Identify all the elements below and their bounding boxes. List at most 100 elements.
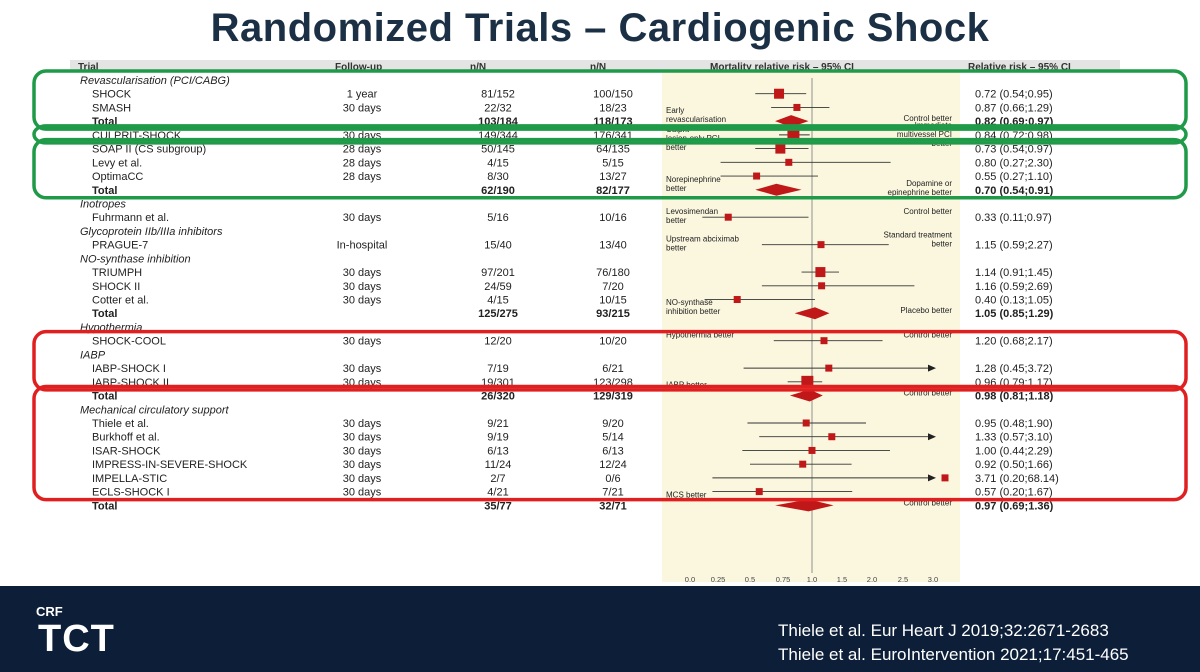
followup: 30 days — [343, 363, 382, 375]
rr-ci-text: 0.87 (0.66;1.29) — [975, 102, 1053, 114]
rr-ci-text: 1.16 (0.59;2.69) — [975, 281, 1053, 293]
rr-ci-text: 0.80 (0.27;2.30) — [975, 157, 1053, 169]
trial-name: Fuhrmann et al. — [92, 212, 169, 224]
n-treatment: 24/59 — [484, 281, 512, 293]
point-estimate — [802, 419, 810, 427]
total-diamond — [775, 499, 834, 512]
x-tick-label: 0.5 — [745, 575, 755, 584]
highlight-box-red — [32, 384, 1188, 502]
column-header: Relative risk – 95% CI — [968, 62, 1071, 73]
rr-ci-text: 0.92 (0.50;1.66) — [975, 459, 1053, 471]
n-treatment: 9/21 — [487, 418, 508, 430]
section-label: NO-synthase inhibition — [80, 253, 191, 265]
followup: 30 days — [343, 445, 382, 457]
favours-left-note: Hypothermia better — [666, 331, 734, 340]
crf-logo: CRF — [36, 604, 63, 619]
n-treatment: 4/15 — [487, 157, 508, 169]
ci-arrow — [928, 474, 936, 482]
point-estimate — [755, 488, 763, 496]
x-tick-label: 1.5 — [837, 575, 847, 584]
n-control: 10/15 — [599, 295, 627, 307]
total-diamond — [755, 183, 802, 196]
favours-right-note: Placebo better — [900, 306, 952, 315]
rr-ci-text: 1.20 (0.68;2.17) — [975, 336, 1053, 348]
favours-left-line: Norepinephrine — [666, 175, 721, 184]
n-control: 100/150 — [593, 89, 633, 101]
total-label: Total — [92, 308, 117, 320]
n-control: 93/215 — [596, 308, 630, 320]
followup: 30 days — [343, 102, 382, 114]
favours-right-note: Standard treatment better — [884, 231, 953, 249]
rr-ci-text: 0.57 (0.20;1.67) — [975, 487, 1053, 499]
n-control: 7/20 — [602, 281, 623, 293]
point-estimate — [785, 158, 793, 166]
rr-ci-text: 3.71 (0.20;68.14) — [975, 473, 1059, 485]
rr-ci-text: 1.33 (0.57;3.10) — [975, 432, 1053, 444]
rr-ci-text: 0.73 (0.54;0.97) — [975, 144, 1053, 156]
favours-left-line: NO-synthase — [666, 298, 713, 307]
favours-right-line: Dopamine or — [906, 179, 952, 188]
n-treatment: 9/19 — [487, 432, 508, 444]
favours-right-line: multivessel PCI — [897, 130, 952, 139]
total-label: Total — [92, 391, 117, 403]
followup: 1 year — [347, 89, 378, 101]
n-treatment: 12/20 — [484, 336, 512, 348]
n-control: 9/20 — [602, 418, 623, 430]
n-control: 10/16 — [599, 212, 627, 224]
followup: 30 days — [343, 459, 382, 471]
point-estimate — [818, 282, 826, 290]
n-control: 10/20 — [599, 336, 627, 348]
trial-name: SHOCK II — [92, 281, 140, 293]
rr-ci-text: 0.95 (0.48;1.90) — [975, 418, 1053, 430]
point-estimate — [808, 446, 816, 454]
point-estimate — [775, 143, 786, 154]
n-control: 129/319 — [593, 391, 633, 403]
favours-left-line: better — [666, 216, 687, 225]
trial-name: Cotter et al. — [92, 295, 149, 307]
plot-background — [662, 60, 960, 582]
favours-right-line: epinephrine better — [888, 188, 953, 197]
ci-arrow — [928, 433, 936, 441]
point-estimate — [825, 364, 833, 372]
highlight-box-green — [32, 124, 1188, 145]
citation-1: Thiele et al. Eur Heart J 2019;32:2671-2… — [778, 621, 1109, 640]
followup: 30 days — [343, 267, 382, 279]
n-treatment: 2/7 — [490, 473, 505, 485]
point-estimate — [815, 267, 826, 278]
trial-name: IMPRESS-IN-SEVERE-SHOCK — [92, 459, 248, 471]
rr-ci-text: 0.55 (0.27;1.10) — [975, 171, 1053, 183]
x-tick-label: 0.25 — [711, 575, 726, 584]
favours-right-line: Standard treatment — [884, 231, 953, 240]
n-control: 6/13 — [602, 445, 623, 457]
rr-ci-text: 1.00 (0.44;2.29) — [975, 445, 1053, 457]
n-treatment: 6/13 — [487, 445, 508, 457]
followup: 30 days — [343, 418, 382, 430]
column-header: Follow-up — [335, 62, 382, 73]
x-tick-label: 0.75 — [776, 575, 791, 584]
n-control: 18/23 — [599, 102, 627, 114]
trial-name: SHOCK — [92, 89, 132, 101]
point-estimate — [799, 460, 807, 468]
n-control: 64/135 — [596, 144, 630, 156]
rr-ci-text: 0.40 (0.13;1.05) — [975, 295, 1053, 307]
followup: 28 days — [343, 157, 382, 169]
n-treatment: 81/152 — [481, 89, 515, 101]
total-label: Total — [92, 185, 117, 197]
total-diamond — [789, 389, 823, 402]
favours-right-note: Control better — [904, 498, 953, 507]
followup: 30 days — [343, 473, 382, 485]
n-control: 13/40 — [599, 240, 627, 252]
n-control: 0/6 — [605, 473, 620, 485]
column-header: n/N — [470, 62, 486, 73]
favours-right-note: Control better — [904, 331, 953, 340]
followup: 28 days — [343, 144, 382, 156]
point-estimate — [941, 474, 949, 482]
n-control: 6/21 — [602, 363, 623, 375]
followup: 30 days — [343, 432, 382, 444]
rr-ci-text: 0.72 (0.54;0.95) — [975, 89, 1053, 101]
followup: 30 days — [343, 336, 382, 348]
rr-ci-text: 0.98 (0.81;1.18) — [975, 391, 1054, 403]
favours-left-line: Upstream abciximab — [666, 235, 739, 244]
